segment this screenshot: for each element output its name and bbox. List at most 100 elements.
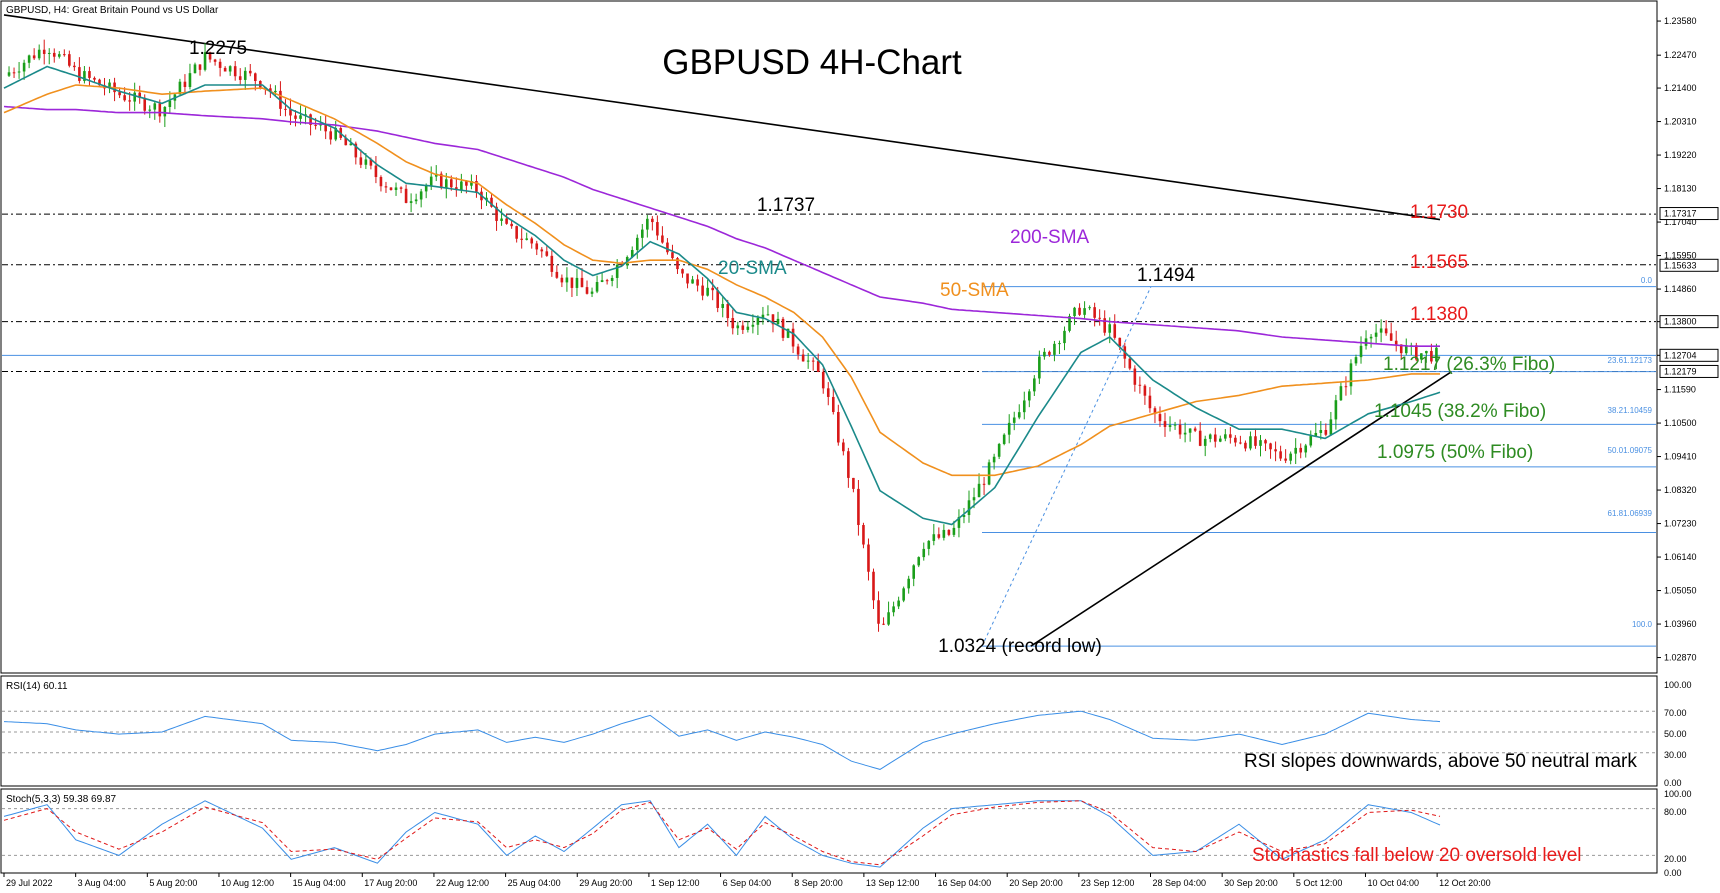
candle-body-187 <box>947 529 951 535</box>
candle-body-72 <box>369 159 373 166</box>
time-tick-label-10: 6 Sep 04:00 <box>723 878 772 888</box>
candle-body-221 <box>1118 337 1122 347</box>
candle-body-46 <box>238 76 242 80</box>
candle-body-280 <box>1415 345 1418 360</box>
price-tick-label-17: 1.05050 <box>1664 586 1697 596</box>
candle-body-201 <box>1017 412 1021 418</box>
candle-body-119 <box>605 280 609 282</box>
candle-body-260 <box>1314 432 1318 437</box>
trendlines <box>3 14 1452 647</box>
candle-body-195 <box>987 462 991 485</box>
candle-body-80 <box>409 201 413 203</box>
candle-body-219 <box>1108 324 1112 333</box>
candle-body-35 <box>183 81 187 88</box>
candle-body-198 <box>1002 434 1006 444</box>
price-box-2 <box>1659 315 1719 329</box>
candle-body-142 <box>721 304 725 308</box>
price-box-3 <box>1659 348 1719 362</box>
candle-body-148 <box>751 324 755 327</box>
candle-body-4 <box>27 55 31 63</box>
moving-averages <box>3 65 1441 526</box>
price-tick-label-5: 1.18130 <box>1664 184 1697 194</box>
candle-body-8 <box>47 52 51 54</box>
candle-body-137 <box>696 279 699 286</box>
price-tick-label-3: 1.20310 <box>1664 117 1697 127</box>
candle-body-30 <box>158 103 162 117</box>
candle-body-76 <box>389 187 393 191</box>
price-box-label-1: 1.15633 <box>1664 260 1697 270</box>
trendline-2 <box>1030 371 1452 647</box>
candle-body-246 <box>1244 442 1247 449</box>
price-tick-label-2: 1.21400 <box>1664 83 1697 93</box>
candle-body-104 <box>530 238 534 244</box>
candle-body-200 <box>1012 417 1016 423</box>
candle-body-197 <box>997 443 1001 457</box>
symbol-label: GBPUSD, H4: Great Britain Pound vs US Do… <box>6 5 219 16</box>
candle-body-87 <box>444 179 448 188</box>
candle-body-231 <box>1168 425 1172 427</box>
candle-body-224 <box>1133 368 1137 385</box>
candle-body-211 <box>1068 316 1071 331</box>
price-tick-label-12: 1.10500 <box>1664 418 1697 428</box>
candle-body-27 <box>143 97 147 111</box>
candle-body-256 <box>1294 447 1297 454</box>
candle-body-15 <box>83 71 86 81</box>
candle-body-96 <box>490 197 493 207</box>
rsi-axis-4: 0.00 <box>1664 778 1682 788</box>
candle-body-12 <box>68 54 71 66</box>
candle-body-210 <box>1063 330 1066 344</box>
candle-body-17 <box>93 77 96 80</box>
candle-body-109 <box>555 271 559 278</box>
candle-body-183 <box>927 540 931 549</box>
candle-body-3 <box>22 62 26 72</box>
candle-body-10 <box>57 54 61 57</box>
fibo-tag-5: 100.0 <box>1632 620 1653 629</box>
candle-body-138 <box>701 285 704 296</box>
candle-body-38 <box>198 64 202 70</box>
fibo-tag-4: 61.81.06939 <box>1608 509 1653 518</box>
candle-body-134 <box>681 269 684 274</box>
time-tick-label-7: 25 Aug 04:00 <box>508 878 561 888</box>
candle-body-49 <box>254 73 257 81</box>
candle-body-235 <box>1188 428 1192 433</box>
stoch-k-line <box>3 800 1441 868</box>
candle-body-160 <box>811 360 815 362</box>
candle-body-188 <box>952 527 956 535</box>
time-tick-label-17: 30 Sep 20:00 <box>1224 878 1278 888</box>
candle-body-100 <box>510 223 513 227</box>
rsi-line <box>3 710 1441 770</box>
candle-body-117 <box>595 282 599 292</box>
stoch-axis-2: 20.00 <box>1664 854 1687 864</box>
candle-body-186 <box>942 529 946 538</box>
time-tick-label-8: 29 Aug 20:00 <box>579 878 632 888</box>
candle-body-92 <box>470 180 473 186</box>
price-tick-label-7: 1.15950 <box>1664 251 1697 261</box>
candle-body-169 <box>857 488 860 526</box>
candle-body-74 <box>379 177 383 187</box>
price-tick-label-15: 1.07230 <box>1664 519 1697 529</box>
candle-body-25 <box>133 92 136 102</box>
trendline-1 <box>3 14 1441 221</box>
candle-body-253 <box>1279 451 1282 459</box>
candle-body-274 <box>1384 328 1388 334</box>
price-tick-label-0: 1.23580 <box>1664 16 1697 26</box>
high-label-2: 1.1737 <box>757 195 815 216</box>
candle-body-189 <box>957 516 961 528</box>
candle-body-203 <box>1028 391 1031 401</box>
candle-body-136 <box>691 279 694 284</box>
candle-body-42 <box>218 61 222 68</box>
price-box-0 <box>1659 207 1719 221</box>
candle-body-143 <box>726 304 730 319</box>
candle-body-269 <box>1359 345 1363 358</box>
candle-body-259 <box>1309 436 1313 446</box>
fibo-annotation-3: 1.0975 (50% Fibo) <box>1377 442 1533 463</box>
candle-body-131 <box>666 242 669 253</box>
candle-body-63 <box>324 124 327 132</box>
candle-body-29 <box>153 103 157 110</box>
candle-body-52 <box>269 88 272 93</box>
candle-body-217 <box>1098 317 1101 319</box>
candle-body-248 <box>1254 436 1257 446</box>
candle-body-31 <box>163 106 167 117</box>
candle-body-65 <box>334 128 338 140</box>
